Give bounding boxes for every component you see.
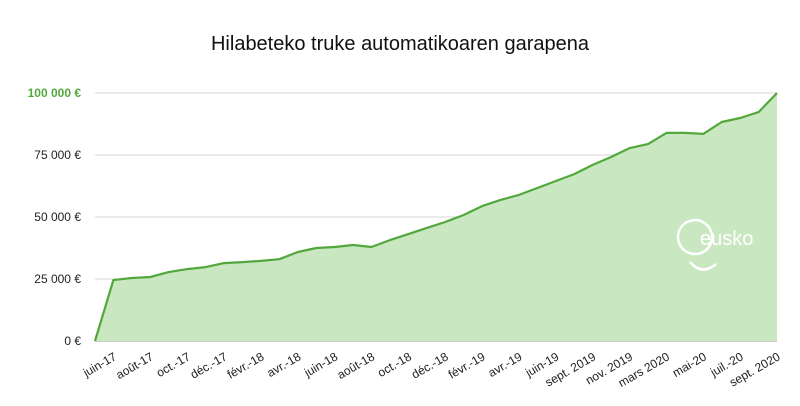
x-tick-label: févr.-18 (225, 349, 267, 381)
x-tick-label: août-18 (335, 349, 378, 382)
x-tick-label: avr.-18 (264, 349, 303, 380)
y-tick-label: 100 000 € (28, 86, 82, 100)
x-tick-label: déc.-18 (409, 349, 451, 381)
y-tick-label: 75 000 € (34, 148, 81, 162)
x-tick-label: mai-20 (670, 349, 709, 380)
x-tick-label: juin-17 (80, 349, 119, 380)
y-tick-label: 50 000 € (34, 210, 81, 224)
x-tick-label: oct.-18 (375, 349, 414, 380)
x-tick-label: juin-18 (301, 349, 340, 380)
line (93, 92, 778, 342)
chart-title: Hilabeteko truke automatikoaren garapena (211, 33, 590, 55)
x-tick-label: oct.-17 (154, 349, 193, 380)
x-tick-label: déc.-17 (188, 349, 230, 381)
x-tick-label: févr.-19 (446, 349, 488, 381)
logo-mark (676, 218, 717, 271)
x-tick-label: avr.-19 (486, 349, 525, 380)
area (95, 93, 777, 341)
y-tick-label: 0 € (64, 334, 81, 348)
y-tick-label: 25 000 € (34, 272, 81, 286)
watermark: eusko (700, 228, 753, 250)
x-tick-label: août-17 (114, 349, 157, 382)
